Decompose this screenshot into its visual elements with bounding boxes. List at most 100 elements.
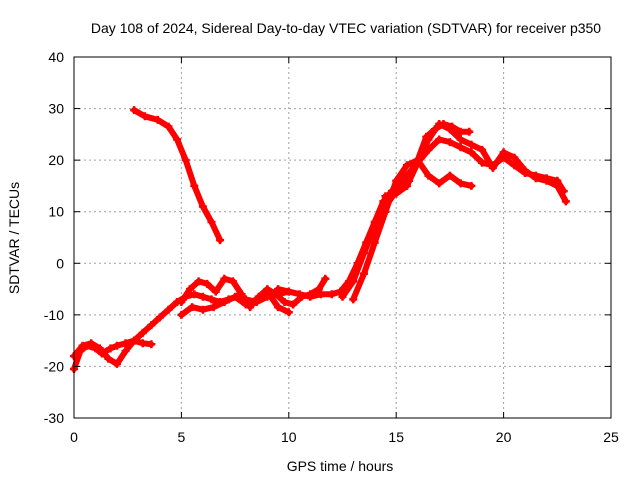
data-point <box>510 153 519 162</box>
data-point <box>112 359 121 368</box>
x-tick-label: 15 <box>388 429 404 445</box>
data-point <box>177 297 186 306</box>
data-point <box>289 300 298 309</box>
data-point <box>381 192 390 201</box>
data-point <box>185 285 194 294</box>
series-track-e <box>177 287 293 319</box>
data-point <box>153 115 162 124</box>
x-tick-label: 10 <box>281 429 297 445</box>
data-point <box>317 290 326 299</box>
data-point <box>359 248 368 257</box>
y-tick-labels: -30 -20 -10 0 10 20 30 40 <box>44 49 64 426</box>
data-point <box>553 181 562 190</box>
x-tick-labels: 0 5 10 15 20 25 <box>70 429 619 445</box>
series-line <box>131 107 224 244</box>
data-point <box>327 290 336 299</box>
data-point <box>252 295 261 304</box>
data-point <box>456 143 465 152</box>
y-tick-label: -30 <box>44 410 64 426</box>
data-point <box>435 120 444 129</box>
data-point <box>306 292 315 301</box>
y-tick-label: -20 <box>44 358 64 374</box>
data-point <box>95 344 104 353</box>
data-point <box>140 112 149 121</box>
y-tick-label: 20 <box>48 152 64 168</box>
data-point <box>106 344 115 353</box>
x-axis-label: GPS time / hours <box>287 458 394 474</box>
data-point <box>263 287 272 296</box>
y-tick-label: 0 <box>56 255 64 271</box>
data-point <box>521 166 530 175</box>
plot-frame <box>73 56 612 419</box>
data-point <box>445 138 454 147</box>
data-point <box>207 295 216 304</box>
data-point <box>467 140 476 149</box>
data-point <box>194 277 203 286</box>
data-point <box>465 127 474 136</box>
data-point <box>392 176 401 185</box>
data-point <box>130 336 139 345</box>
y-tick-label: 40 <box>48 49 64 65</box>
data-point <box>130 106 139 115</box>
data-point <box>190 181 199 190</box>
data-point <box>499 148 508 157</box>
data-point <box>271 290 280 299</box>
data-point <box>216 236 225 245</box>
data-point <box>456 179 465 188</box>
series-track-i <box>381 120 570 206</box>
data-point <box>220 274 229 283</box>
data-point <box>78 341 87 350</box>
series-track-h <box>349 156 476 304</box>
data-point <box>542 176 551 185</box>
data-point <box>237 290 246 299</box>
data-point <box>478 158 487 167</box>
data-point <box>284 308 293 317</box>
data-point <box>280 297 289 306</box>
data-point <box>121 346 130 355</box>
data-point <box>413 158 422 167</box>
data-point <box>392 189 401 198</box>
data-point <box>435 179 444 188</box>
data-point <box>349 277 358 286</box>
chart-title: Day 108 of 2024, Sidereal Day-to-day VTE… <box>91 20 601 36</box>
data-point <box>164 122 173 131</box>
data-point <box>561 197 570 206</box>
data-point <box>211 287 220 296</box>
x-tick-label: 0 <box>70 429 78 445</box>
data-point <box>370 238 379 247</box>
data-point <box>531 174 540 183</box>
data-point <box>87 339 96 348</box>
x-tick-label: 25 <box>603 429 619 445</box>
data-point <box>241 300 250 309</box>
data-point <box>274 303 283 312</box>
data-point <box>402 181 411 190</box>
data-point <box>338 292 347 301</box>
y-tick-label: 10 <box>48 204 64 220</box>
data-point <box>228 277 237 286</box>
data-point <box>138 328 147 337</box>
data-point <box>274 285 283 294</box>
data-point <box>209 303 218 312</box>
data-point <box>207 218 216 227</box>
data-point <box>190 290 199 299</box>
data-point <box>445 171 454 180</box>
series-track-a <box>130 106 225 245</box>
tick-marks <box>73 56 612 419</box>
data-point <box>295 290 304 299</box>
y-axis-label: SDTVAR / TECUs <box>6 182 22 294</box>
data-point <box>198 292 207 301</box>
data-point <box>424 135 433 144</box>
data-point <box>173 135 182 144</box>
data-point <box>198 202 207 211</box>
data-point <box>188 303 197 312</box>
data-point <box>456 135 465 144</box>
series-layer <box>70 106 570 374</box>
data-point <box>424 171 433 180</box>
data-point <box>359 269 368 278</box>
data-point <box>467 148 476 157</box>
data-point <box>104 354 113 363</box>
data-point <box>155 313 164 322</box>
data-point <box>203 279 212 288</box>
